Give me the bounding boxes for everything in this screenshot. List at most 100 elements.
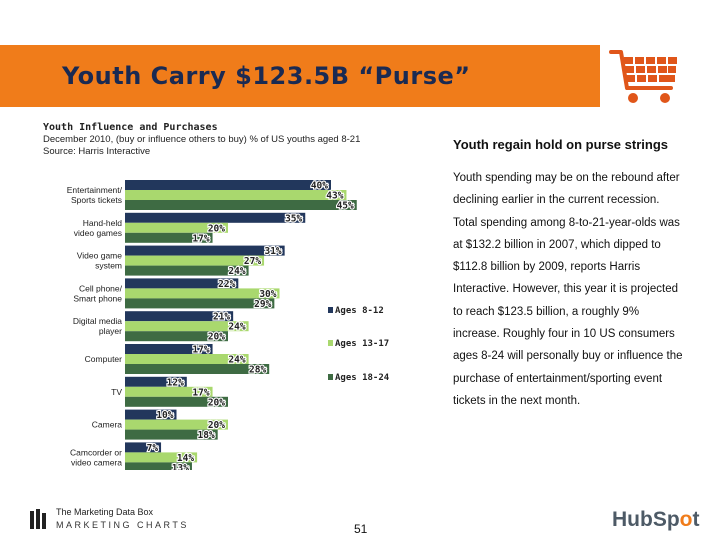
data-label: 29% bbox=[254, 299, 271, 310]
bar bbox=[125, 419, 228, 430]
data-label: 13% bbox=[172, 463, 189, 470]
category-label: video games bbox=[74, 228, 122, 238]
logo-line-1: The Marketing Data Box bbox=[56, 507, 154, 517]
page-number: 51 bbox=[354, 522, 368, 536]
data-label: 20% bbox=[208, 397, 225, 408]
legend-label: Ages 8-12 bbox=[335, 306, 384, 316]
right-panel-body: Youth spending may be on the rebound aft… bbox=[453, 167, 698, 412]
data-label: 21% bbox=[213, 312, 230, 323]
data-label: 14% bbox=[177, 453, 194, 464]
hubspot-sprocket-o: o bbox=[679, 508, 693, 531]
data-label: 24% bbox=[228, 355, 245, 366]
bar bbox=[125, 409, 177, 420]
right-panel-title: Youth regain hold on purse strings bbox=[453, 137, 668, 152]
bar bbox=[125, 364, 270, 374]
grouped-bar-chart: 40%43%45% Entertainment/Sports tickets 35%… bbox=[67, 179, 390, 470]
bar bbox=[125, 265, 249, 276]
data-label: 10% bbox=[156, 410, 173, 421]
marketing-charts-logo: The Marketing Data Box MARKETING CHARTS bbox=[30, 506, 186, 534]
bar bbox=[125, 452, 198, 463]
category-label: Hand-held bbox=[83, 218, 122, 228]
data-label: 17% bbox=[192, 345, 209, 356]
category-label: Smart phone bbox=[73, 293, 122, 303]
body-line: to reach $123.5 billion, a roughly 9% bbox=[453, 305, 640, 318]
data-label: 20% bbox=[208, 332, 225, 343]
data-label: 24% bbox=[228, 322, 245, 333]
bar bbox=[125, 462, 192, 470]
bar bbox=[125, 429, 218, 440]
page-title: Youth Carry $123.5B “Purse” bbox=[62, 62, 471, 90]
legend-swatch bbox=[328, 374, 333, 380]
body-line: tickets in the next month. bbox=[453, 394, 581, 407]
data-label: 17% bbox=[192, 387, 209, 398]
body-line: ages 8-24 will personally buy or influen… bbox=[453, 350, 683, 363]
bar bbox=[125, 232, 213, 243]
body-line: purchase of entertainment/sporting event bbox=[453, 372, 663, 385]
bar bbox=[125, 298, 275, 309]
bar bbox=[125, 311, 234, 322]
bar bbox=[125, 321, 249, 332]
bar bbox=[125, 200, 357, 210]
bar bbox=[125, 278, 239, 289]
data-label: 40% bbox=[311, 181, 328, 192]
body-line: Youth spending may be on the rebound aft… bbox=[453, 172, 680, 184]
data-label: 12% bbox=[167, 377, 184, 388]
bar bbox=[125, 396, 228, 407]
body-line: at $132.2 billion in 2007, which dipped … bbox=[453, 238, 661, 251]
chart-title: Youth Influence and Purchases bbox=[43, 122, 218, 133]
bar bbox=[125, 344, 213, 354]
chart-subtitle: December 2010, (buy or influence others … bbox=[43, 134, 361, 145]
bar bbox=[125, 354, 249, 364]
category-label: Camera bbox=[92, 420, 123, 430]
logo-bars-icon bbox=[30, 509, 46, 529]
bar bbox=[125, 288, 280, 299]
bar bbox=[125, 245, 285, 256]
bar bbox=[125, 222, 228, 233]
chart-source: Source: Harris Interactive bbox=[43, 146, 151, 157]
category-label: Sports tickets bbox=[71, 195, 122, 205]
category-label: Entertainment/ bbox=[67, 185, 123, 195]
bar bbox=[125, 180, 331, 190]
bar bbox=[125, 386, 213, 397]
title-banner bbox=[0, 45, 600, 107]
body-line: increase. Roughly four in 10 US consumer… bbox=[453, 328, 675, 341]
legend-label: Ages 18-24 bbox=[335, 373, 390, 383]
data-label: 7% bbox=[147, 443, 159, 454]
data-label: 43% bbox=[326, 191, 343, 202]
data-label: 24% bbox=[228, 266, 245, 277]
logo-line-2: MARKETING CHARTS bbox=[56, 520, 189, 530]
legend-swatch bbox=[328, 307, 333, 313]
data-label: 45% bbox=[337, 201, 354, 212]
data-label: 31% bbox=[264, 246, 281, 257]
category-label: Computer bbox=[85, 354, 122, 364]
data-label: 30% bbox=[259, 289, 276, 300]
bar bbox=[125, 376, 187, 387]
data-label: 27% bbox=[244, 256, 261, 267]
body-line: declining earlier in the current recessi… bbox=[453, 194, 660, 207]
hubspot-text-start: HubSp bbox=[612, 508, 680, 531]
category-label: player bbox=[99, 326, 122, 336]
bar bbox=[125, 190, 347, 200]
bar bbox=[125, 442, 162, 453]
body-line: $112.8 billion by 2009, reports Harris bbox=[453, 261, 641, 274]
bar bbox=[125, 331, 228, 342]
body-line: Total spending among 8-to-21-year-olds w… bbox=[453, 216, 680, 229]
data-label: 28% bbox=[249, 365, 266, 376]
shopping-cart-icon bbox=[605, 38, 683, 112]
hubspot-text-end: t bbox=[692, 508, 700, 531]
data-label: 35% bbox=[285, 213, 302, 224]
category-label: Camcorder or bbox=[70, 447, 122, 457]
hubspot-logo: HubSpot bbox=[612, 508, 699, 532]
category-label: Digital media bbox=[73, 316, 122, 326]
body-line: Interactive. However, this year it is pr… bbox=[453, 283, 678, 296]
category-label: system bbox=[95, 261, 122, 271]
data-label: 17% bbox=[192, 233, 209, 244]
category-label: Video game bbox=[77, 251, 122, 261]
category-label: video camera bbox=[71, 457, 122, 467]
data-label: 22% bbox=[218, 279, 235, 290]
legend-swatch bbox=[328, 340, 333, 346]
data-label: 20% bbox=[208, 223, 225, 234]
data-label: 20% bbox=[208, 420, 225, 431]
legend-label: Ages 13-17 bbox=[335, 339, 389, 349]
bar bbox=[125, 212, 306, 223]
